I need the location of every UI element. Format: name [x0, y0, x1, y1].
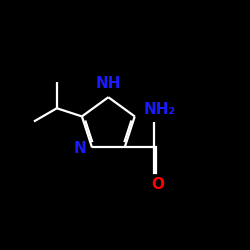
Text: NH₂: NH₂ [143, 102, 175, 118]
Text: N: N [73, 141, 86, 156]
Text: NH: NH [96, 76, 121, 91]
Text: O: O [151, 177, 164, 192]
